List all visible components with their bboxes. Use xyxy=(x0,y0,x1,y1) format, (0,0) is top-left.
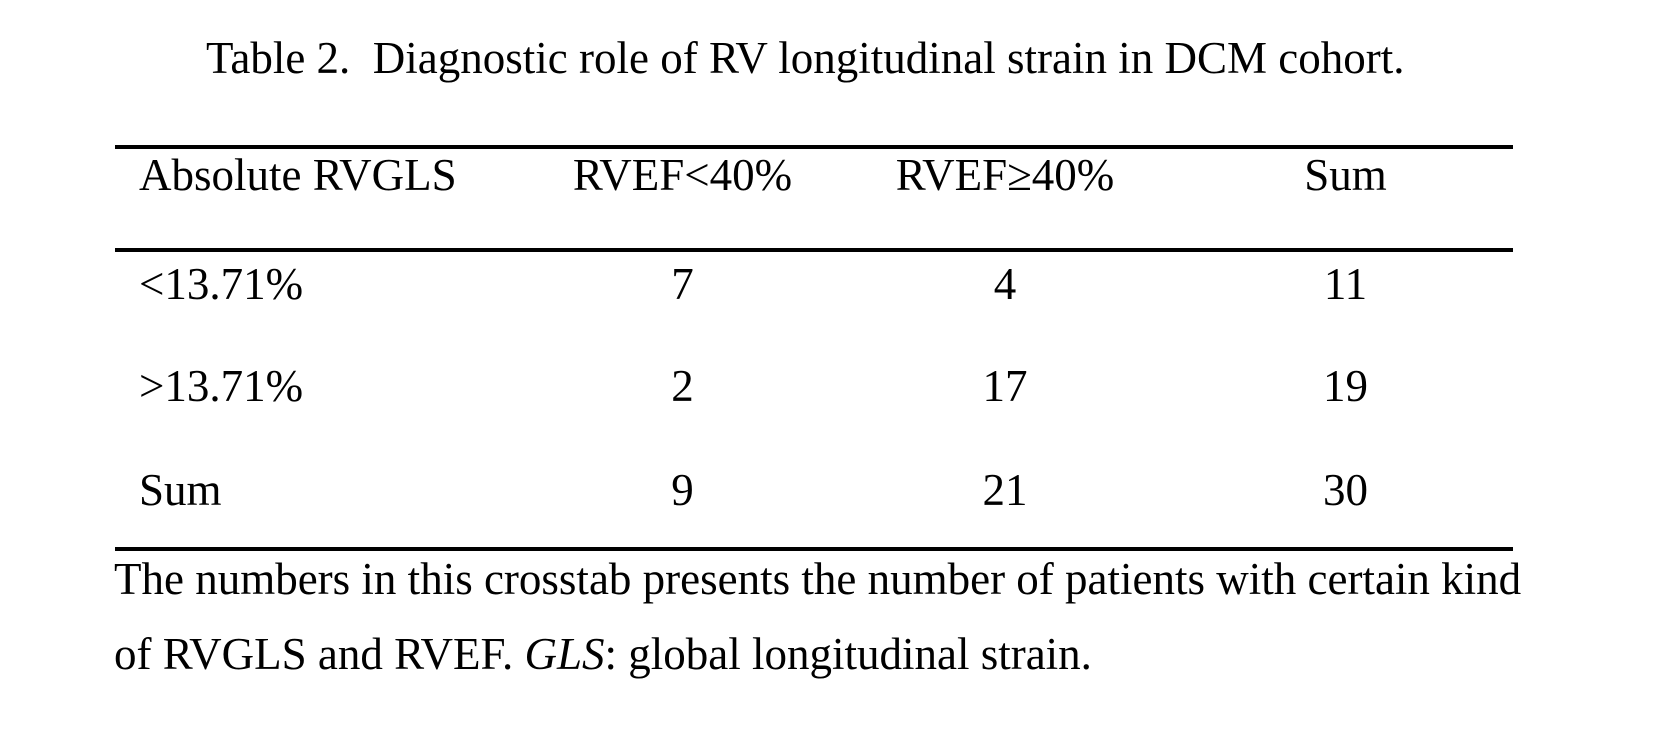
cell-value: 4 xyxy=(993,259,1017,309)
row-label: Sum xyxy=(139,465,222,515)
footnote-line-1: The numbers in this crosstab presents th… xyxy=(114,554,1522,604)
crosstab-table: Absolute RVGLS RVEF<40% RVEF≥40% Sum <13… xyxy=(115,145,1513,551)
column-header-rvef-lt-40: RVEF<40% xyxy=(505,147,860,252)
footnote-line-2-text: of RVGLS and RVEF. xyxy=(114,629,525,679)
cell-row-sum: 11 xyxy=(1323,259,1368,309)
column-header-rvef-ge-40: RVEF≥40% xyxy=(860,147,1150,252)
cell-value: 2 xyxy=(671,361,694,411)
table-footnote: The numbers in this crosstab presents th… xyxy=(114,542,1521,692)
row-label: <13.71% xyxy=(139,259,304,309)
footnote-line-2-definition: : global longitudinal strain. xyxy=(604,629,1092,679)
row-label: >13.71% xyxy=(139,361,304,411)
footnote-gls-abbreviation: GLS xyxy=(524,629,605,679)
cell-column-sum: 9 xyxy=(671,465,694,515)
table-title: Table 2. Diagnostic role of RV longitudi… xyxy=(206,33,1405,83)
footnote-line-2: of RVGLS and RVEF. GLS: global longitudi… xyxy=(114,617,1521,692)
column-header-sum: Sum xyxy=(1150,147,1513,252)
table-row-rvgls-gt-threshold: >13.71% 2 17 19 xyxy=(115,354,1513,458)
column-header-absolute-rvgls: Absolute RVGLS xyxy=(115,147,505,252)
cell-grand-total: 30 xyxy=(1323,465,1368,515)
cell-row-sum: 19 xyxy=(1323,361,1368,411)
table-row-column-sums: Sum 9 21 30 xyxy=(115,458,1513,549)
cell-value: 17 xyxy=(982,361,1028,411)
cell-column-sum: 21 xyxy=(982,465,1028,515)
header-row: Absolute RVGLS RVEF<40% RVEF≥40% Sum xyxy=(115,147,1513,252)
cell-value: 7 xyxy=(671,259,694,309)
table-row-rvgls-lt-threshold: <13.71% 7 4 11 xyxy=(115,250,1513,354)
